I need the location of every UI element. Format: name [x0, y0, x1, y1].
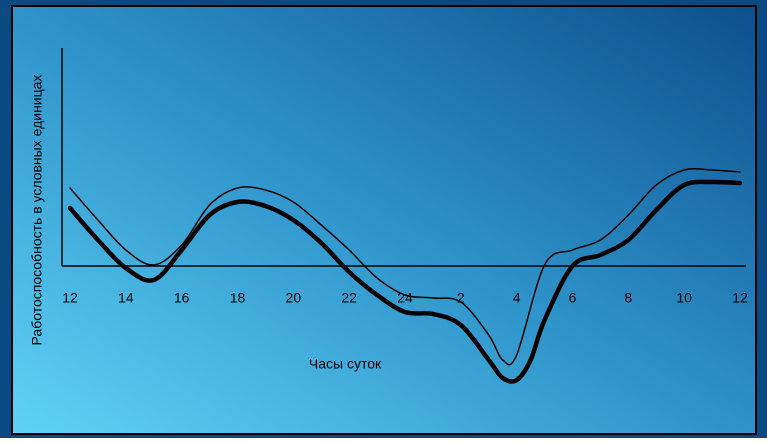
line-series — [67, 179, 743, 384]
x-tick-label: 4 — [513, 290, 521, 306]
plot-frame — [11, 5, 757, 435]
x-axis-label: Часы суток — [309, 356, 382, 372]
x-tick-label: 6 — [569, 290, 577, 306]
x-tick-label: 16 — [174, 290, 190, 306]
x-tick-label: 10 — [676, 290, 692, 306]
x-tick-label: 8 — [624, 290, 632, 306]
x-tick-label: 12 — [732, 290, 748, 306]
y-axis-label: Работоспособность в условных единицах — [29, 75, 45, 346]
x-tick-label: 20 — [286, 290, 302, 306]
x-tick-label: 22 — [341, 290, 357, 306]
x-tick-label: 14 — [118, 290, 134, 306]
x-tick-label: 18 — [230, 290, 246, 306]
line-series — [69, 168, 741, 366]
x-tick-label: 12 — [62, 290, 78, 306]
x-tick-label: 2 — [457, 290, 465, 306]
